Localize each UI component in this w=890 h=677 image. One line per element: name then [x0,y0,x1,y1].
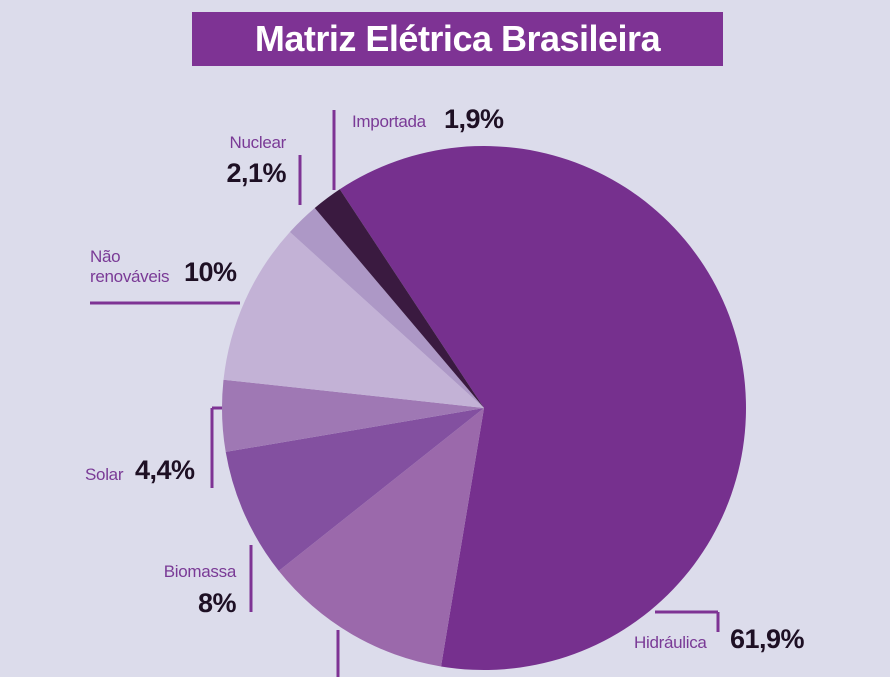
slice-label: Não renováveis [90,247,170,286]
leader-lines [90,110,720,677]
value-label: 2,1% [226,158,286,188]
pie-slice [339,145,746,670]
pie-slice [222,379,484,452]
value-label: 1,9% [444,104,504,134]
slice-label: Hidráulica [634,633,707,652]
value-label: 8% [197,588,237,618]
value-label: 10% [184,257,237,287]
slice-label: Solar [85,465,124,484]
pie-slice [289,208,484,408]
value-label: 4,4% [135,455,195,485]
pie-slice [225,408,485,571]
slice-label: Importada [352,112,426,131]
pie-slice [278,408,484,667]
chart-title: Matriz Elétrica Brasileira [192,12,723,66]
pie-slice [314,189,484,408]
value-label: 61,9% [730,624,805,654]
slice-label: Biomassa [163,562,237,581]
slice-label: Nuclear [229,133,287,152]
pie-slice [223,232,484,408]
